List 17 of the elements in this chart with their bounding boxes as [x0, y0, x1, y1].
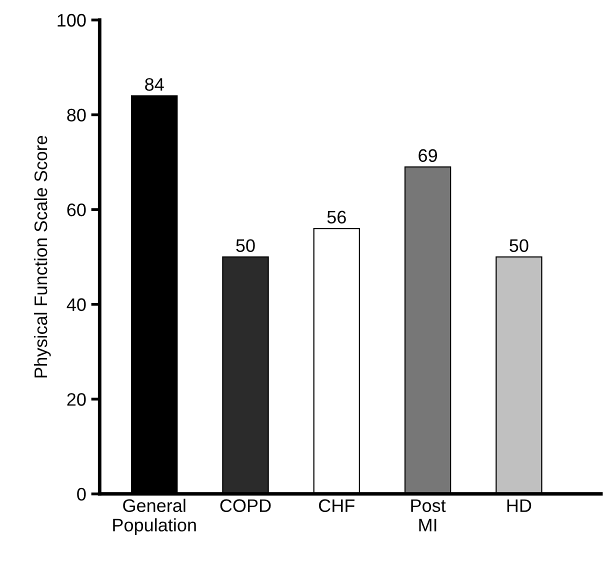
data-label: 50	[236, 239, 255, 252]
y-tick-label: 100	[58, 14, 86, 27]
x-tick-label: COPD	[220, 499, 271, 512]
y-tick-label: 40	[66, 298, 86, 312]
data-label: 56	[327, 210, 346, 224]
y-tick-label: 80	[67, 108, 86, 122]
data-label: 69	[418, 149, 437, 162]
x-tick-label: CHF	[319, 499, 354, 512]
y-tick-label: 20	[67, 393, 86, 406]
x-tick-label: Post MI	[411, 499, 446, 532]
y-tick-label: 0	[77, 488, 86, 501]
y-tick-label: 60	[67, 203, 86, 216]
data-label: 84	[145, 78, 164, 91]
x-tick-label: HD	[507, 499, 532, 512]
data-label: 50	[510, 239, 528, 252]
y-axis-title: Physical Function Scale Score	[34, 136, 51, 378]
x-tick-label: General Population	[113, 498, 196, 536]
